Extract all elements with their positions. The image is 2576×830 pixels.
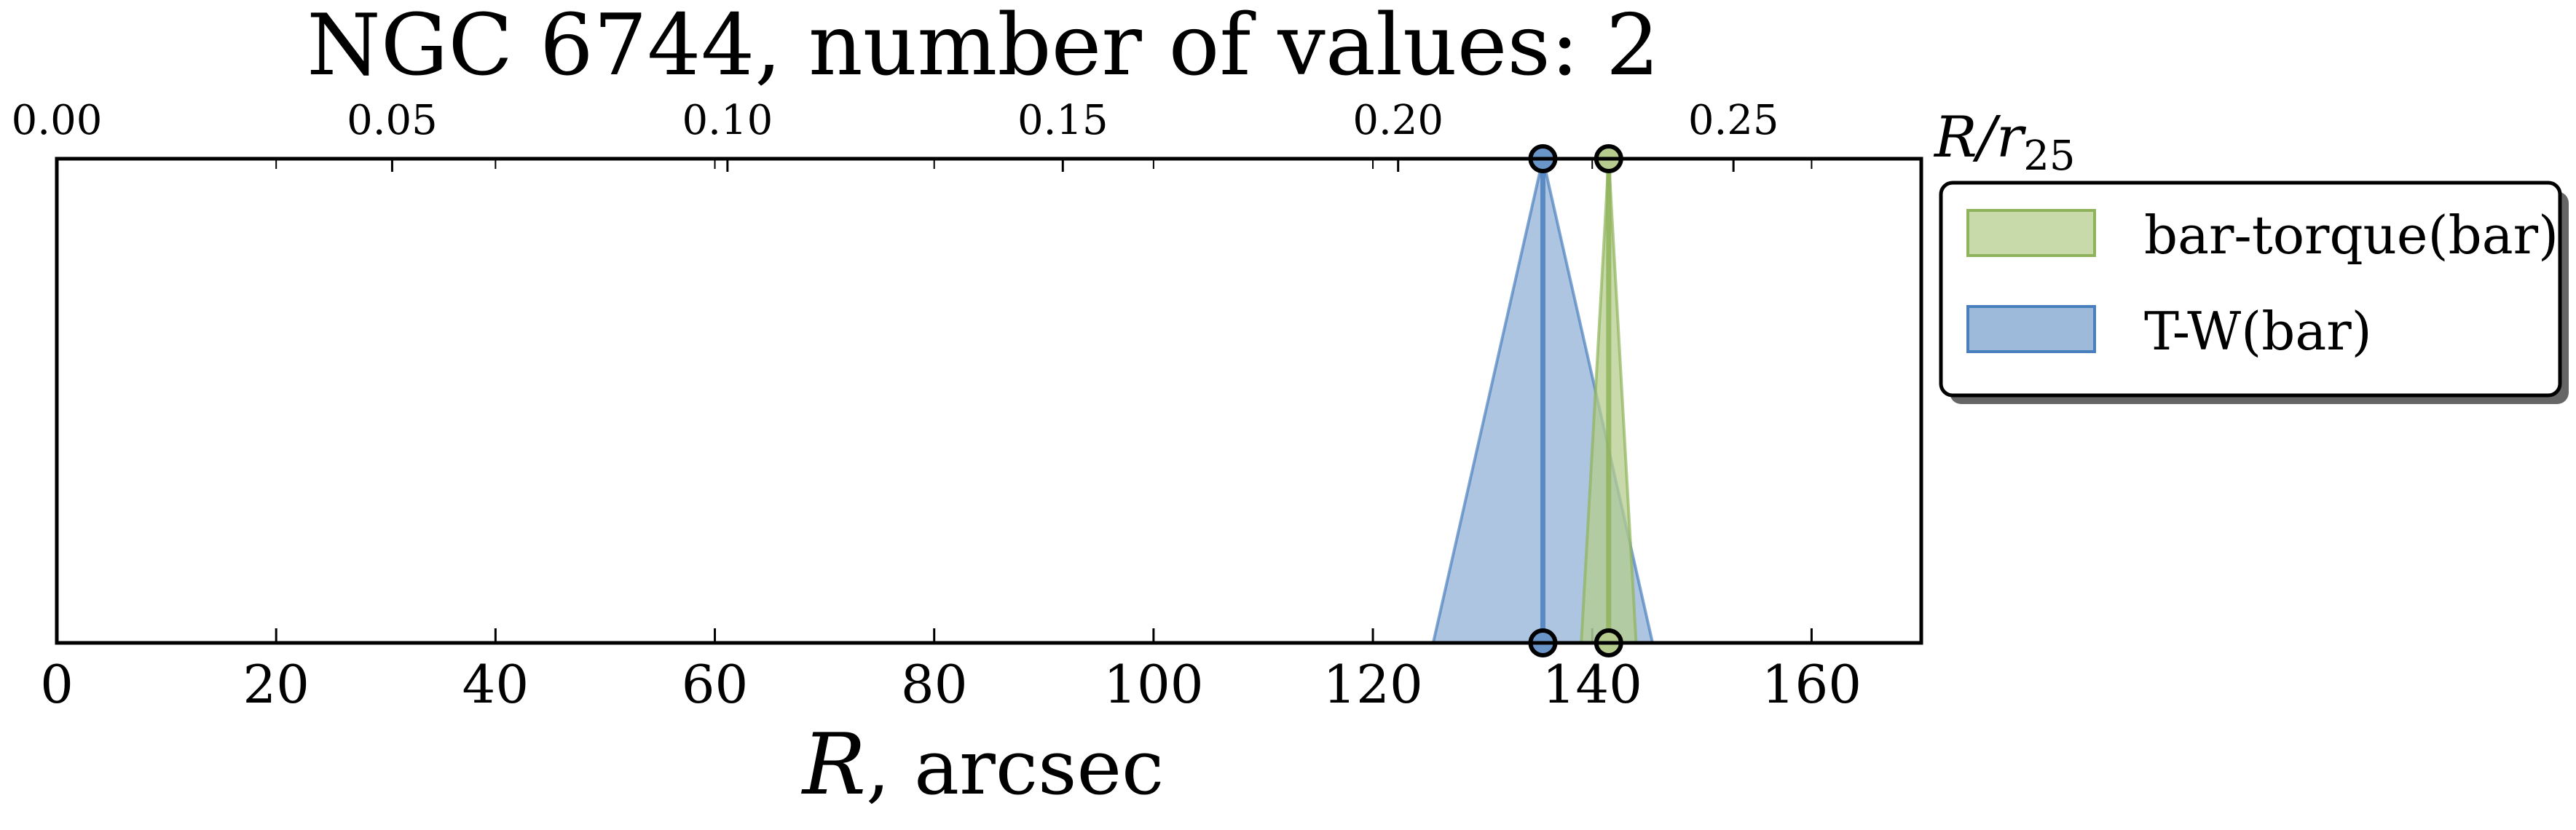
top-tick-label: 0.10: [682, 97, 773, 144]
x-axis-label-symbol: R: [801, 716, 866, 814]
legend: bar-torque(bar) T-W(bar): [1939, 181, 2569, 404]
legend-label-t-w: T-W(bar): [2144, 301, 2372, 362]
bottom-tick-label: 140: [1543, 654, 1642, 715]
top-axis-label-subscript: 25: [2023, 133, 2075, 180]
bottom-tick-label: 40: [462, 654, 529, 715]
series-layer: [1431, 144, 1655, 657]
bottom-tick-label: 120: [1323, 654, 1422, 715]
top-tick-label: 0.20: [1352, 97, 1443, 144]
x-axis-label-unit: , arcsec: [866, 723, 1164, 812]
bottom-tick-label: 80: [901, 654, 968, 715]
bottom-tick-label: 0: [40, 654, 74, 715]
plot-frame: [55, 157, 1923, 645]
top-tick-label: 0.25: [1688, 97, 1779, 144]
bottom-axis-ticks: 0 20 40 60 80 100 120 140 160: [40, 159, 1862, 715]
x-axis-label: R, arcsec: [801, 716, 1165, 814]
legend-label-bar-torque: bar-torque(bar): [2144, 205, 2559, 266]
top-tick-label: 0.15: [1017, 97, 1108, 144]
bottom-tick-label: 60: [682, 654, 749, 715]
top-tick-label: 0.00: [12, 97, 103, 144]
chart-title: NGC 6744, number of values: 2: [307, 0, 1659, 95]
bottom-tick-label: 100: [1103, 654, 1203, 715]
bottom-tick-label: 20: [243, 654, 310, 715]
top-axis-label-symbol: R/r: [1933, 105, 2027, 170]
top-axis-label: R/r25: [1933, 105, 2076, 180]
top-tick-label: 0.05: [347, 97, 438, 144]
top-axis-ticks: 0.00 0.05 0.10 0.15 0.20 0.25: [12, 97, 1779, 172]
bottom-tick-label: 160: [1762, 654, 1862, 715]
legend-swatch-t-w: [1966, 305, 2096, 353]
legend-swatch-bar-torque: [1966, 209, 2096, 257]
